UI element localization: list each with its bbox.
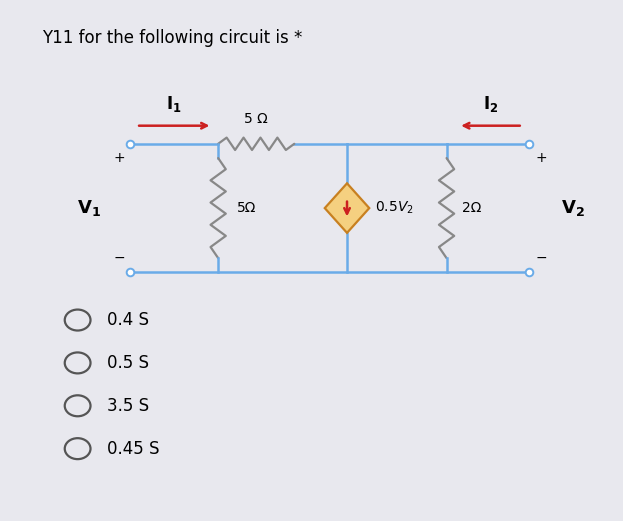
Text: −: − (536, 251, 547, 265)
Text: 2Ω: 2Ω (462, 201, 482, 215)
Text: 0.5 S: 0.5 S (107, 354, 149, 372)
Text: $\mathbf{I_1}$: $\mathbf{I_1}$ (166, 94, 182, 114)
Text: +: + (536, 151, 547, 165)
Text: Y11 for the following circuit is *: Y11 for the following circuit is * (42, 30, 303, 47)
Text: 0.5$V_2$: 0.5$V_2$ (375, 200, 414, 216)
Text: 0.4 S: 0.4 S (107, 311, 149, 329)
Text: $\mathbf{I_2}$: $\mathbf{I_2}$ (483, 94, 498, 114)
Polygon shape (325, 183, 369, 233)
Text: $\mathbf{V_2}$: $\mathbf{V_2}$ (561, 198, 584, 218)
Text: $\mathbf{V_1}$: $\mathbf{V_1}$ (77, 198, 102, 218)
Text: 0.45 S: 0.45 S (107, 440, 159, 457)
Text: −: − (114, 251, 126, 265)
Text: 5Ω: 5Ω (237, 201, 256, 215)
Text: 5 Ω: 5 Ω (244, 111, 268, 126)
Text: 3.5 S: 3.5 S (107, 397, 149, 415)
Text: +: + (114, 151, 126, 165)
